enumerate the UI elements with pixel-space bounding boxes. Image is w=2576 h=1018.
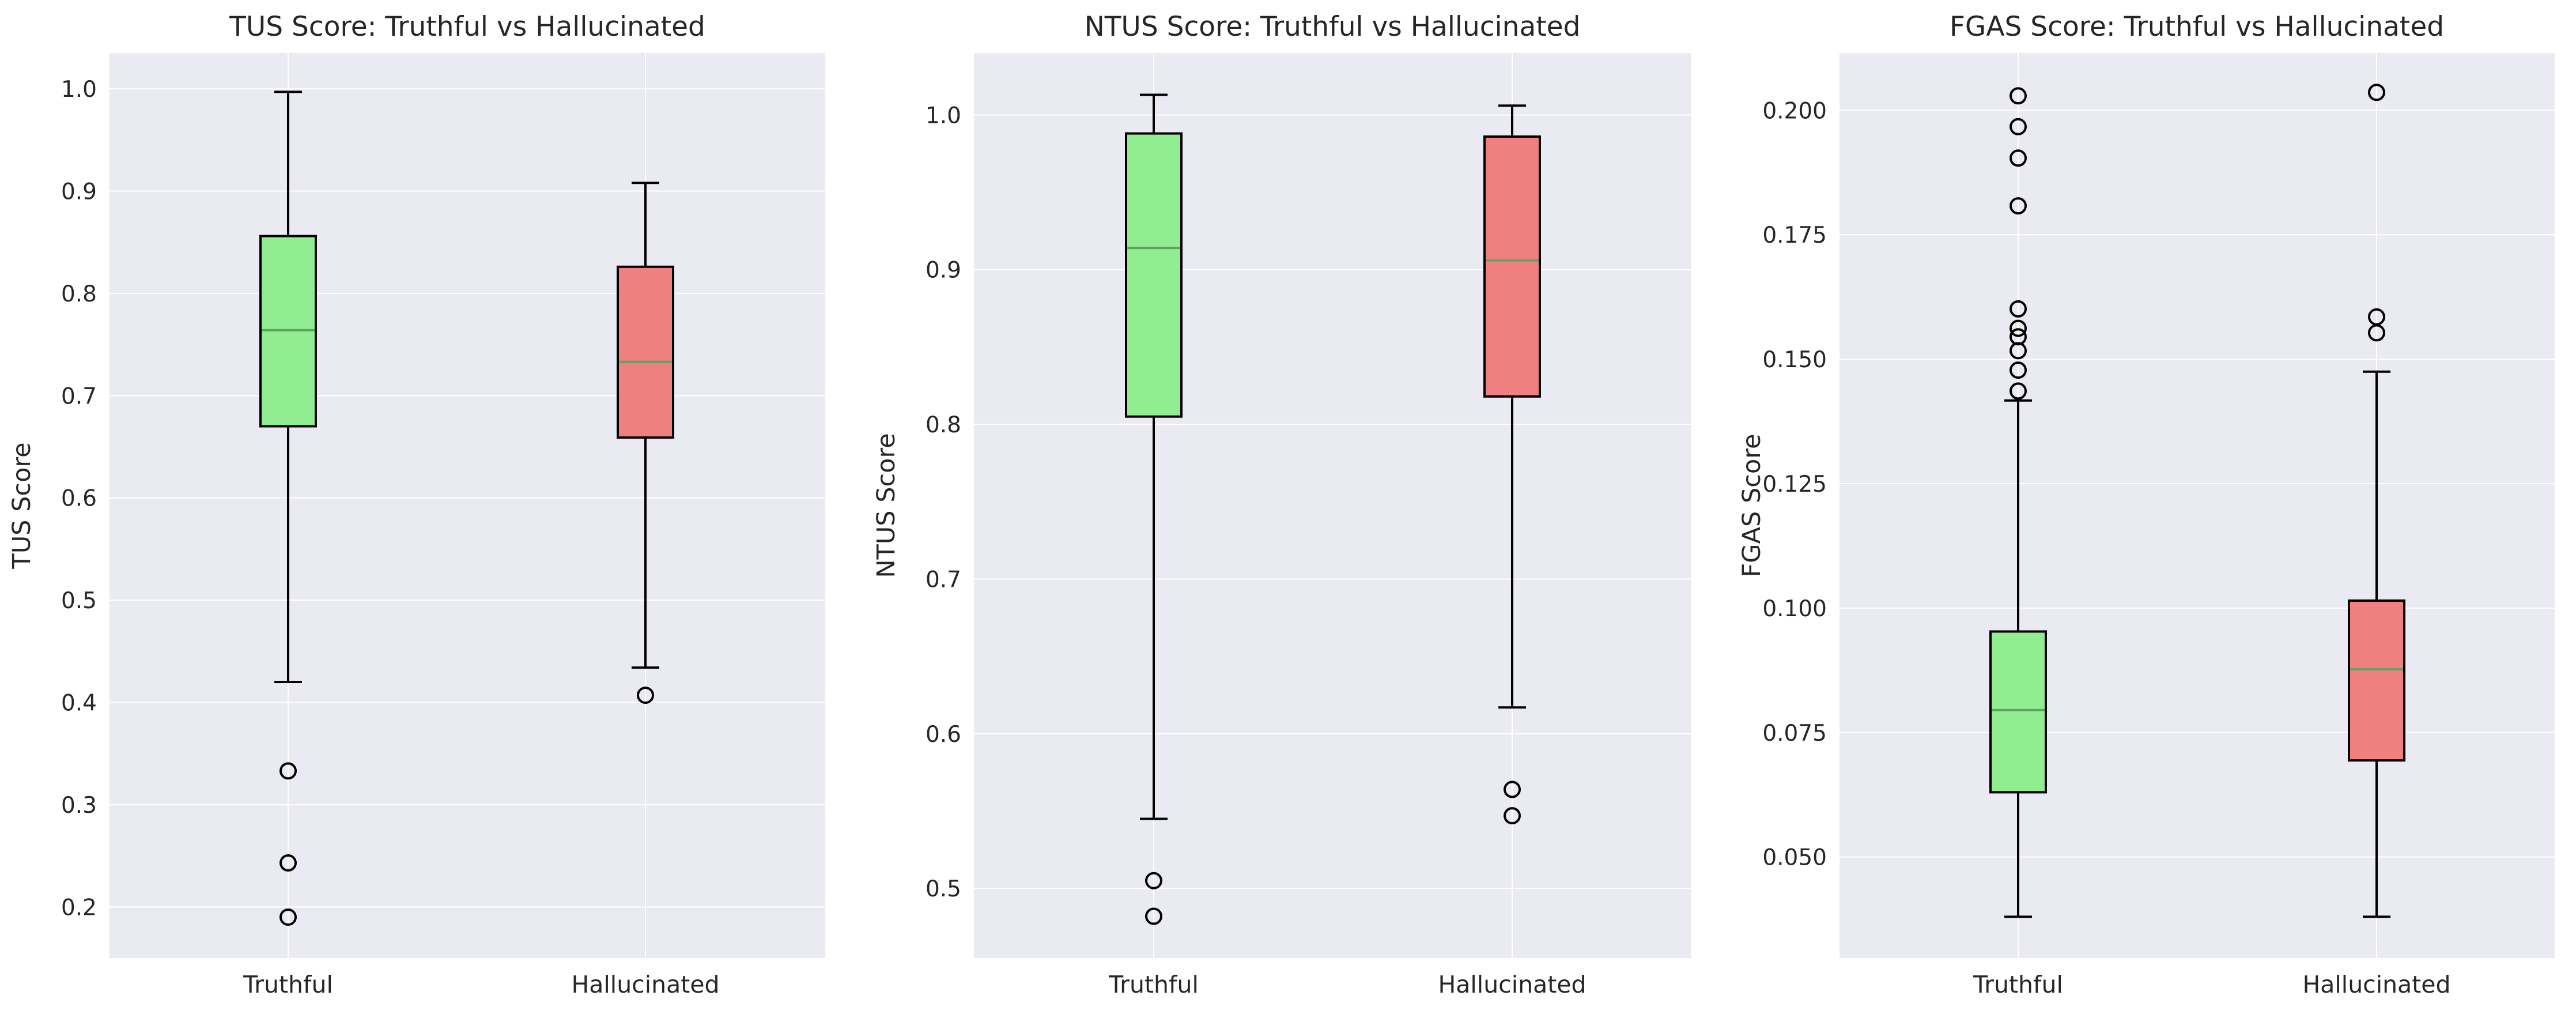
y-axis-label: FGAS Score [1738, 434, 1766, 578]
outlier-point [2010, 319, 2027, 337]
outlier-point [279, 762, 297, 780]
y-tick-label: 0.125 [1762, 472, 1827, 497]
box-truthful [259, 91, 317, 926]
y-tick-label: 0.200 [1762, 98, 1827, 124]
plot-area [974, 53, 1691, 958]
outlier-point [2010, 361, 2027, 379]
outlier-point [637, 687, 654, 704]
subplot-3: 0.050 0.075 0.100 0.125 0.150 0.175 0.200 Truth… [1738, 11, 2555, 998]
chart-title: FGAS Score: Truthful vs Hallucinated [1950, 11, 2444, 43]
y-tick-label: 0.5 [61, 588, 97, 614]
chart-title: TUS Score: Truthful vs Hallucinated [229, 11, 705, 43]
chart-title: NTUS Score: Truthful vs Hallucinated [1085, 11, 1581, 43]
y-tick-label: 0.9 [926, 258, 961, 284]
outlier-point [2010, 342, 2027, 360]
y-axis-label: NTUS Score [872, 433, 901, 578]
outlier-point [2010, 149, 2027, 167]
y-tick-label: 0.6 [926, 722, 961, 748]
outlier-point [2010, 87, 2027, 105]
outlier-point [1145, 907, 1162, 925]
outlier-point [2368, 84, 2385, 101]
outlier-point [279, 908, 297, 926]
y-tick-label: 0.6 [61, 486, 97, 512]
subplot-2: 0.5 0.6 0.7 0.8 0.9 1.0 Truthful Hallucinated NT… [872, 11, 1691, 998]
x-tick-label: Hallucinated [2302, 971, 2450, 998]
outlier-point [279, 854, 297, 872]
outlier-point [2010, 197, 2027, 215]
outlier-point [1504, 781, 1521, 798]
iqr-box [1483, 135, 1541, 398]
y-tick-label: 0.2 [61, 895, 97, 921]
y-tick-label: 0.175 [1762, 223, 1827, 248]
y-tick-label: 0.150 [1762, 347, 1827, 373]
y-tick-label: 0.8 [926, 412, 961, 438]
x-tick-label: Hallucinated [571, 971, 719, 998]
outlier-point [2010, 300, 2027, 318]
y-tick-label: 0.075 [1762, 721, 1827, 746]
plot-area [109, 53, 825, 958]
iqr-box [1989, 630, 2047, 794]
y-tick-label: 0.7 [61, 383, 97, 409]
y-tick-label: 0.4 [61, 690, 97, 716]
y-tick-label: 0.100 [1762, 596, 1827, 622]
plot-area [1840, 53, 2555, 958]
box-hallucinated [2348, 84, 2405, 918]
box-truthful [1125, 93, 1183, 925]
x-tick-label: Hallucinated [1438, 971, 1586, 998]
iqr-box [1125, 132, 1183, 418]
x-tick-label: Truthful [1108, 971, 1199, 998]
y-tick-label: 0.3 [61, 793, 97, 819]
y-tick-label: 0.7 [926, 567, 961, 593]
y-tick-label: 0.5 [926, 876, 961, 902]
y-tick-label: 1.0 [61, 77, 97, 103]
y-tick-label: 0.9 [61, 179, 97, 205]
outlier-point [2010, 118, 2027, 135]
y-tick-label: 0.050 [1762, 845, 1827, 871]
y-axis-label: TUS Score [7, 442, 36, 569]
y-tick-label: 0.8 [61, 281, 97, 307]
x-tick-label: Truthful [243, 971, 333, 998]
box-hallucinated [1483, 104, 1541, 825]
iqr-box [2348, 599, 2405, 762]
box-truthful [1989, 87, 2047, 918]
box-hallucinated [617, 182, 674, 704]
x-tick-label: Truthful [1973, 971, 2063, 998]
outlier-point [1145, 872, 1162, 889]
iqr-box [617, 265, 674, 439]
y-tick-label: 1.0 [926, 103, 961, 129]
outlier-point [2010, 382, 2027, 400]
subplot-1: 0.2 0.3 0.4 0.5 0.6 0.7 0.8 0.9 1.0 Truthful Hallu… [7, 11, 825, 998]
outlier-point [1504, 807, 1521, 825]
outlier-point [2368, 324, 2385, 342]
